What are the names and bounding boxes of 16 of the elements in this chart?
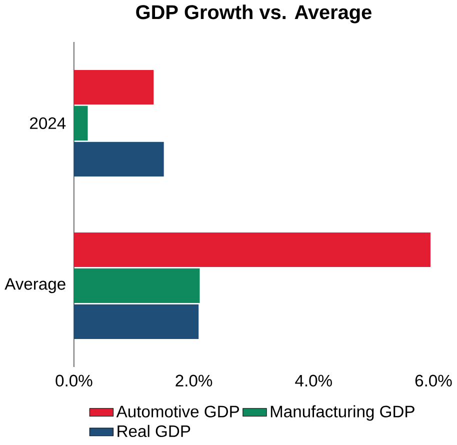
bar (74, 268, 200, 304)
bar (74, 304, 199, 340)
x-tick-label: 4.0% (295, 375, 332, 387)
legend-label: Real GDP (118, 425, 190, 438)
legend-label: Automotive GDP (116, 406, 239, 418)
legend-label: Manufacturing GDP (270, 406, 414, 421)
bar (74, 70, 154, 105)
x-tick-label: 6.0% (415, 375, 452, 387)
x-tick-label: 2.0% (176, 375, 212, 387)
y-tick-label: Average (4, 278, 66, 294)
bar (74, 106, 88, 141)
x-tick-label: 0.0% (56, 375, 92, 387)
bar (74, 142, 164, 177)
bar (74, 232, 430, 268)
y-tick-label: 2024 (30, 118, 66, 130)
chart-title: GDP Growth vs. Average (136, 4, 372, 24)
